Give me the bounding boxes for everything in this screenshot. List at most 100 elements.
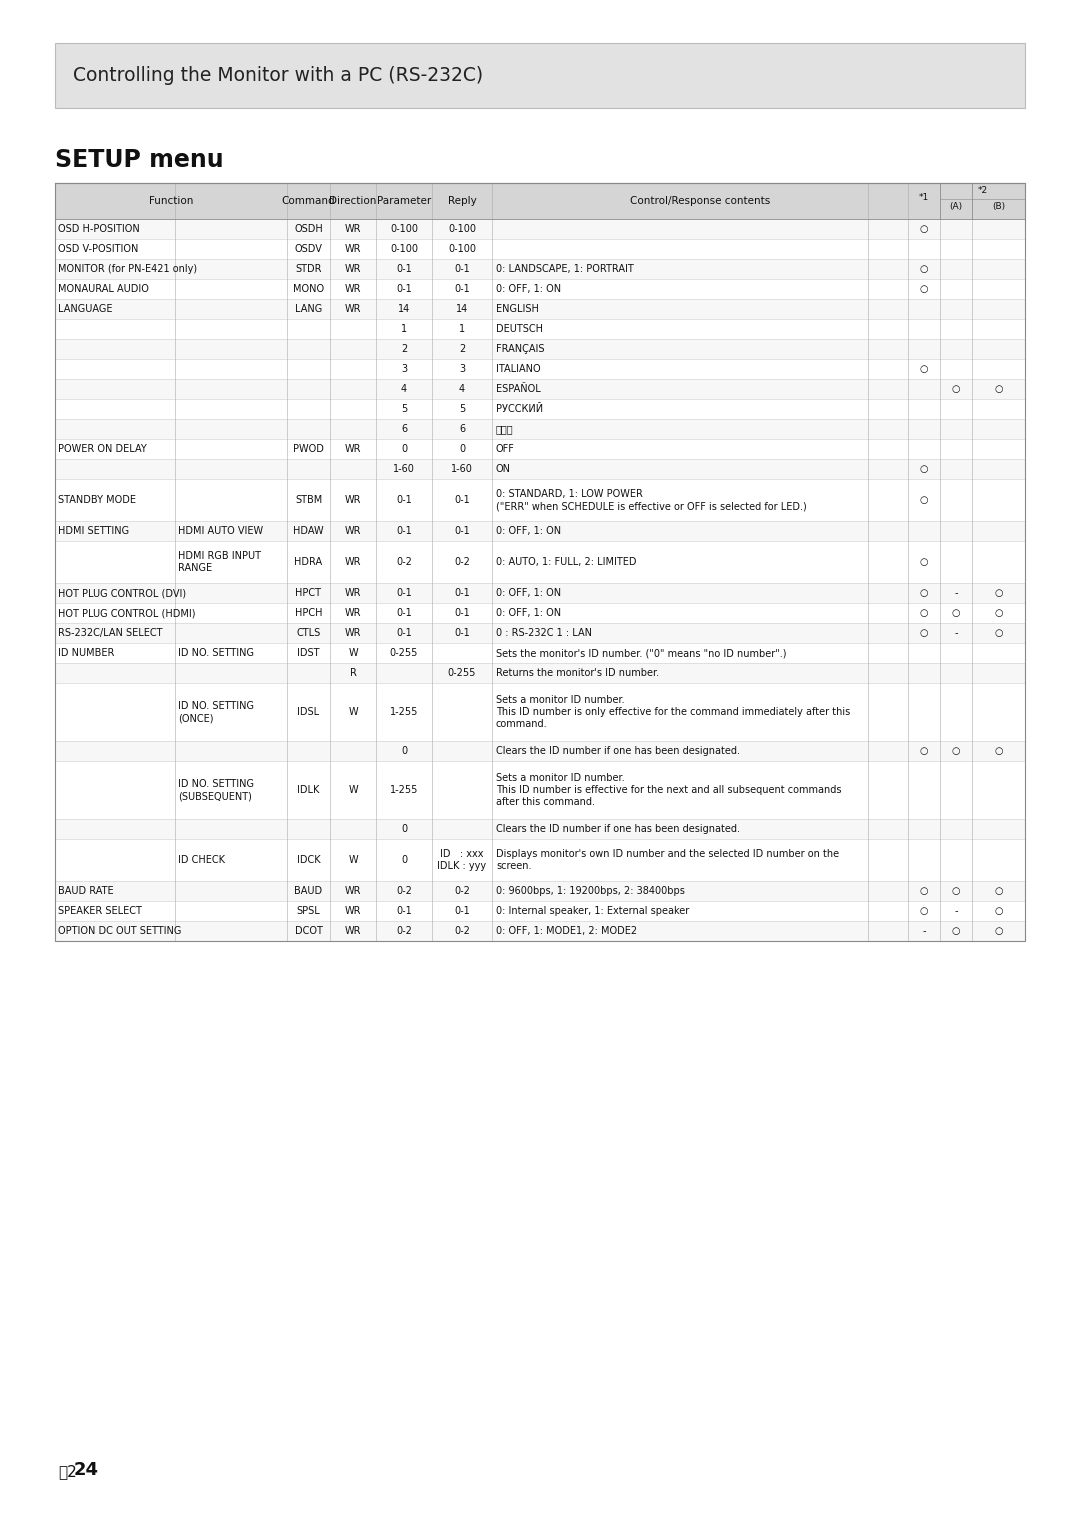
Text: 0-255: 0-255	[448, 667, 476, 678]
Bar	[55, 643, 1025, 663]
Text: WR: WR	[345, 886, 361, 896]
Text: *2: *2	[977, 186, 987, 195]
Text: ○: ○	[920, 886, 928, 896]
Bar	[55, 339, 1025, 359]
Text: ○: ○	[995, 383, 1002, 394]
Text: 0-2: 0-2	[396, 925, 411, 936]
Text: Control/Response contents: Control/Response contents	[630, 195, 770, 206]
Text: Displays monitor's own ID number and the selected ID number on the
screen.: Displays monitor's own ID number and the…	[496, 849, 839, 872]
Text: 0-1: 0-1	[396, 495, 411, 505]
Text: LANG: LANG	[295, 304, 322, 315]
Text: 1: 1	[401, 324, 407, 334]
Text: -: -	[955, 906, 958, 916]
Text: 0-1: 0-1	[454, 284, 470, 295]
Text: OSD V-POSITION: OSD V-POSITION	[58, 244, 138, 253]
Text: 0-100: 0-100	[390, 224, 418, 234]
Text: WR: WR	[345, 244, 361, 253]
Text: 0-2: 0-2	[396, 886, 411, 896]
Text: MONITOR (for PN-E421 only): MONITOR (for PN-E421 only)	[58, 264, 198, 273]
Text: ID   : xxx
IDLK : yyy: ID : xxx IDLK : yyy	[437, 849, 487, 872]
Text: 0: 9600bps, 1: 19200bps, 2: 38400bps: 0: 9600bps, 1: 19200bps, 2: 38400bps	[496, 886, 685, 896]
Text: IDCK: IDCK	[297, 855, 321, 864]
Text: 0-1: 0-1	[396, 608, 411, 618]
Text: WR: WR	[345, 588, 361, 599]
Text: ○: ○	[951, 383, 960, 394]
Text: ○: ○	[995, 588, 1002, 599]
Text: 0-1: 0-1	[454, 525, 470, 536]
Text: WR: WR	[345, 628, 361, 638]
Text: STBM: STBM	[295, 495, 322, 505]
Text: ID NO. SETTING
(ONCE): ID NO. SETTING (ONCE)	[178, 701, 254, 724]
Text: 0-1: 0-1	[396, 588, 411, 599]
Text: ○: ○	[951, 608, 960, 618]
Text: HDMI RGB INPUT
RANGE: HDMI RGB INPUT RANGE	[178, 551, 261, 573]
Bar	[55, 43, 1025, 108]
Text: ○: ○	[995, 628, 1002, 638]
Text: Command: Command	[282, 195, 335, 206]
Text: Sets a monitor ID number.
This ID number is only effective for the command immed: Sets a monitor ID number. This ID number…	[496, 695, 850, 730]
Text: ○: ○	[920, 363, 928, 374]
Text: 0 : RS-232C 1 : LAN: 0 : RS-232C 1 : LAN	[496, 628, 592, 638]
Text: OPTION DC OUT SETTING: OPTION DC OUT SETTING	[58, 925, 181, 936]
Text: IDST: IDST	[297, 647, 320, 658]
Bar	[55, 279, 1025, 299]
Text: STANDBY MODE: STANDBY MODE	[58, 495, 136, 505]
Text: MONAURAL AUDIO: MONAURAL AUDIO	[58, 284, 149, 295]
Text: Function: Function	[149, 195, 193, 206]
Text: 0-1: 0-1	[454, 495, 470, 505]
Bar	[55, 623, 1025, 643]
Text: ○: ○	[951, 747, 960, 756]
Text: 0: OFF, 1: ON: 0: OFF, 1: ON	[496, 525, 562, 536]
Text: HDMI AUTO VIEW: HDMI AUTO VIEW	[178, 525, 264, 536]
Text: 0-1: 0-1	[396, 525, 411, 536]
Bar	[55, 418, 1025, 438]
Text: WR: WR	[345, 906, 361, 916]
Text: 0-100: 0-100	[448, 244, 476, 253]
Text: Controlling the Monitor with a PC (RS-232C): Controlling the Monitor with a PC (RS-23…	[73, 66, 483, 86]
Text: 2: 2	[459, 344, 465, 354]
Bar	[55, 240, 1025, 260]
Bar	[55, 460, 1025, 479]
Text: ○: ○	[920, 608, 928, 618]
Text: ○: ○	[920, 557, 928, 567]
Text: 0-1: 0-1	[396, 628, 411, 638]
Text: 1-60: 1-60	[451, 464, 473, 473]
Text: ○: ○	[920, 284, 928, 295]
Text: 0-1: 0-1	[454, 628, 470, 638]
Text: 5: 5	[459, 405, 465, 414]
Bar	[55, 438, 1025, 460]
Text: *1: *1	[919, 192, 929, 202]
Text: (A): (A)	[949, 202, 962, 211]
Bar	[55, 760, 1025, 818]
Text: 0-1: 0-1	[454, 588, 470, 599]
Bar	[55, 663, 1025, 683]
Text: 5: 5	[401, 405, 407, 414]
Text: 4: 4	[459, 383, 465, 394]
Text: SPEAKER SELECT: SPEAKER SELECT	[58, 906, 141, 916]
Text: 0-100: 0-100	[390, 244, 418, 253]
Bar	[55, 379, 1025, 399]
Text: W: W	[348, 785, 357, 796]
Text: WR: WR	[345, 557, 361, 567]
Text: ○: ○	[951, 925, 960, 936]
Text: ON: ON	[496, 464, 511, 473]
Text: 1: 1	[459, 324, 465, 334]
Bar	[55, 521, 1025, 541]
Text: BAUD: BAUD	[295, 886, 323, 896]
Text: OFF: OFF	[496, 444, 515, 454]
Text: IDLK: IDLK	[297, 785, 320, 796]
Text: 6: 6	[401, 425, 407, 434]
Text: WR: WR	[345, 264, 361, 273]
Text: 3: 3	[459, 363, 465, 374]
Text: ○: ○	[995, 747, 1002, 756]
Text: LANGUAGE: LANGUAGE	[58, 304, 112, 315]
Bar	[55, 881, 1025, 901]
Text: 0: AUTO, 1: FULL, 2: LIMITED: 0: AUTO, 1: FULL, 2: LIMITED	[496, 557, 636, 567]
Text: 1-255: 1-255	[390, 785, 418, 796]
Text: 4: 4	[401, 383, 407, 394]
Text: 0: 0	[459, 444, 465, 454]
Text: ○: ○	[920, 264, 928, 273]
Text: -: -	[955, 588, 958, 599]
Text: 日本語: 日本語	[496, 425, 514, 434]
Text: 0-2: 0-2	[396, 557, 411, 567]
